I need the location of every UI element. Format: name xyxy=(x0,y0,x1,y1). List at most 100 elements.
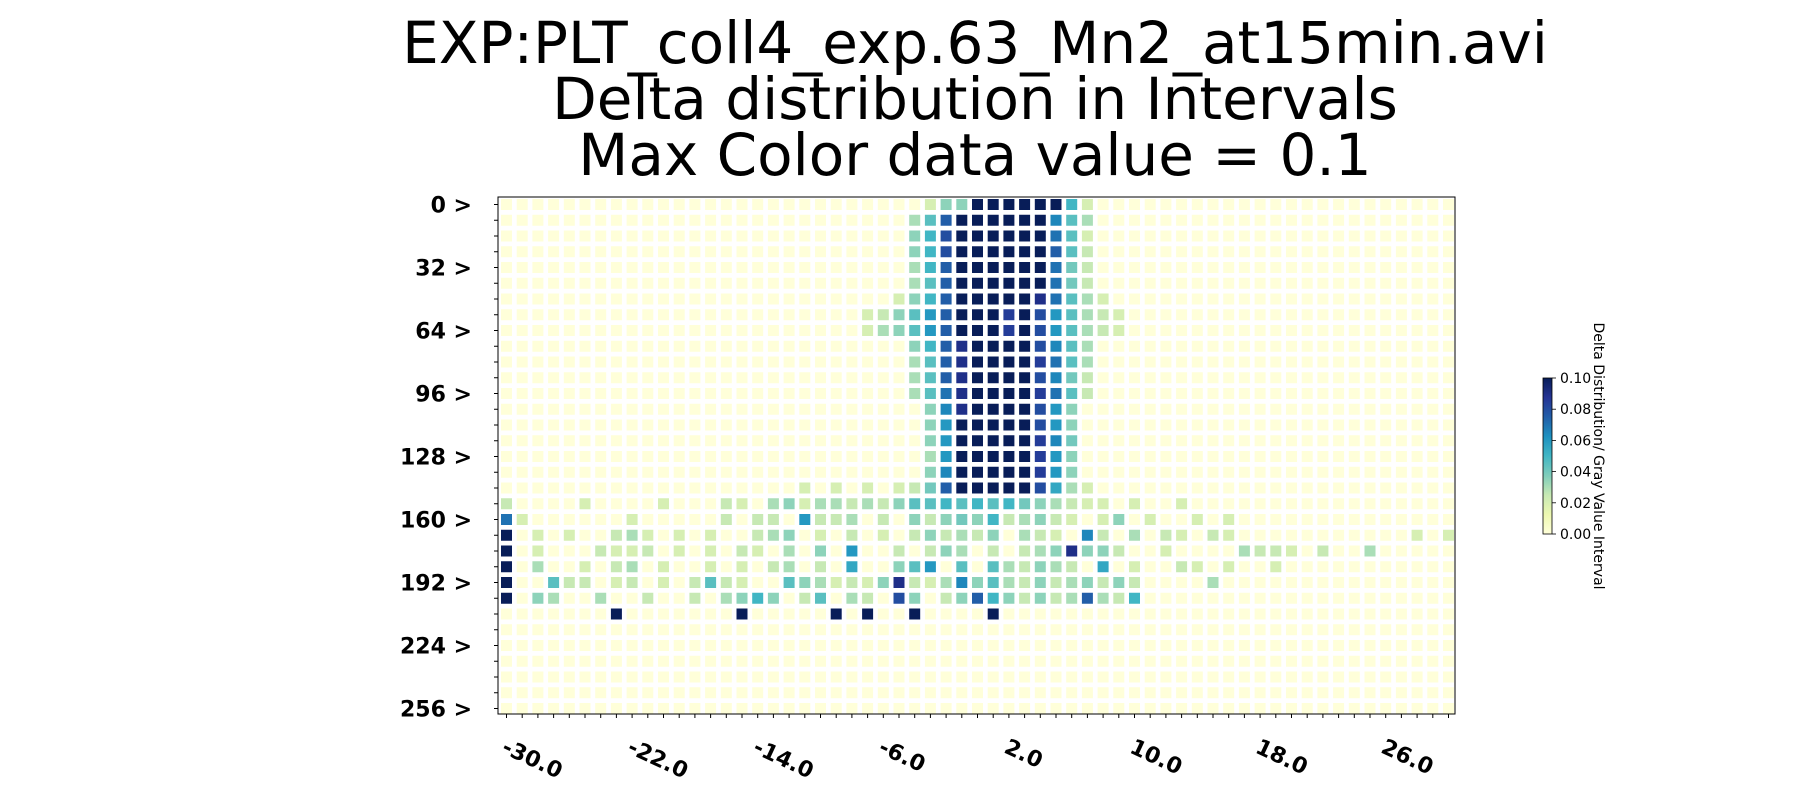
heatmap-cell xyxy=(1129,703,1140,714)
heatmap-cell xyxy=(1144,592,1156,604)
heatmap-cell xyxy=(610,419,622,431)
heatmap-cell xyxy=(1317,388,1329,399)
heatmap-cell xyxy=(1411,230,1423,242)
heatmap-cell xyxy=(940,608,952,620)
heatmap-cell xyxy=(1395,262,1407,273)
heatmap-cell xyxy=(830,340,842,352)
heatmap-cell xyxy=(987,403,999,415)
heatmap-cell xyxy=(846,199,858,210)
heatmap-cell xyxy=(799,671,811,683)
heatmap-cell xyxy=(1270,608,1282,620)
x-tick-label: -30.0 xyxy=(498,735,566,784)
heatmap-cell xyxy=(610,403,622,415)
heatmap-cell xyxy=(893,356,905,368)
heatmap-cell xyxy=(1427,624,1439,636)
heatmap-cell xyxy=(610,545,622,557)
heatmap-cell xyxy=(1144,230,1156,242)
heatmap-cell xyxy=(610,592,622,604)
heatmap-cell xyxy=(956,262,968,273)
heatmap-cell xyxy=(1380,608,1392,620)
heatmap-cell xyxy=(626,340,638,352)
heatmap-cell xyxy=(1003,293,1015,305)
heatmap-cell xyxy=(1050,561,1062,573)
heatmap-cell xyxy=(1238,230,1250,242)
heatmap-cell xyxy=(956,592,968,604)
heatmap-cell xyxy=(548,277,560,289)
heatmap-cell xyxy=(1348,403,1360,415)
heatmap-cell xyxy=(626,230,638,242)
heatmap-cell xyxy=(909,214,921,226)
heatmap-cell xyxy=(987,482,999,494)
heatmap-cell xyxy=(1191,703,1203,714)
heatmap-cell xyxy=(1333,293,1345,305)
heatmap-cell xyxy=(877,640,889,651)
heatmap-cell xyxy=(1081,640,1093,651)
heatmap-cell xyxy=(1238,309,1250,321)
heatmap-cell xyxy=(1097,325,1109,336)
heatmap-cell xyxy=(548,309,560,321)
heatmap-cell xyxy=(1191,529,1203,541)
heatmap-cell xyxy=(1113,388,1125,399)
heatmap-cell xyxy=(877,529,889,541)
heatmap-cell xyxy=(658,230,669,242)
heatmap-cell xyxy=(1207,451,1219,462)
heatmap-cell xyxy=(1144,340,1156,352)
heatmap-cell xyxy=(877,561,889,573)
heatmap-cell xyxy=(1066,561,1078,573)
heatmap-cell xyxy=(1097,388,1109,399)
heatmap-cell xyxy=(658,451,669,462)
heatmap-cell xyxy=(610,340,622,352)
heatmap-cell xyxy=(595,655,607,667)
heatmap-cell xyxy=(1348,199,1360,210)
heatmap-cell xyxy=(1034,482,1046,494)
heatmap-cell xyxy=(1348,514,1360,525)
heatmap-cell xyxy=(1223,435,1235,447)
heatmap-cell xyxy=(532,293,544,305)
heatmap-cell xyxy=(1097,592,1109,604)
heatmap-cell xyxy=(595,403,607,415)
heatmap-cell xyxy=(1066,388,1078,399)
heatmap-cell xyxy=(1317,482,1329,494)
heatmap-cell xyxy=(940,435,952,447)
heatmap-cell xyxy=(940,230,952,242)
heatmap-cell xyxy=(1270,293,1282,305)
heatmap-cell xyxy=(1003,451,1015,462)
x-tick-label: 18.0 xyxy=(1252,735,1312,781)
heatmap-cell xyxy=(956,561,968,573)
heatmap-cell xyxy=(720,561,732,573)
heatmap-cell xyxy=(972,624,983,636)
heatmap-cell xyxy=(705,592,717,604)
heatmap-cell xyxy=(799,451,811,462)
heatmap-cell xyxy=(501,372,512,384)
heatmap-cell xyxy=(987,498,999,510)
heatmap-cell xyxy=(1144,388,1156,399)
heatmap-cell xyxy=(532,403,544,415)
heatmap-cell xyxy=(1160,262,1172,273)
heatmap-cell xyxy=(862,466,874,478)
heatmap-cell xyxy=(1254,671,1266,683)
heatmap-cell xyxy=(705,246,717,258)
heatmap-cell xyxy=(1081,340,1093,352)
heatmap-cell xyxy=(1348,246,1360,258)
heatmap-cell xyxy=(752,624,764,636)
heatmap-cell xyxy=(815,388,826,399)
heatmap-cell xyxy=(1019,372,1031,384)
heatmap-cell xyxy=(1019,482,1031,494)
heatmap-cell xyxy=(1003,372,1015,384)
heatmap-cell xyxy=(1160,309,1172,321)
heatmap-cell xyxy=(846,262,858,273)
heatmap-cell xyxy=(1364,640,1376,651)
heatmap-cell xyxy=(626,419,638,431)
heatmap-cell xyxy=(1081,577,1093,588)
heatmap-cell xyxy=(1191,640,1203,651)
heatmap-cell xyxy=(516,199,528,210)
heatmap-cell xyxy=(1034,293,1046,305)
heatmap-cell xyxy=(1207,309,1219,321)
heatmap-cell xyxy=(1348,293,1360,305)
heatmap-cell xyxy=(1254,199,1266,210)
heatmap-cell xyxy=(1427,514,1439,525)
heatmap-cell xyxy=(1411,325,1423,336)
heatmap-cell xyxy=(1081,545,1093,557)
heatmap-cell xyxy=(1443,451,1454,462)
heatmap-cell xyxy=(563,372,575,384)
